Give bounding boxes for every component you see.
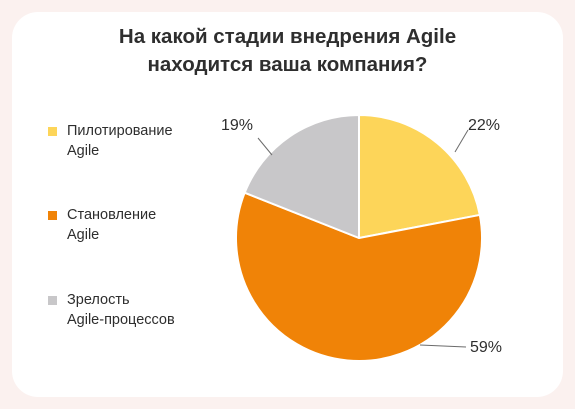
- data-label-maturity: 19%: [221, 117, 253, 134]
- leader-line-pilot: [454, 129, 469, 153]
- leader-line-formation: [419, 344, 467, 348]
- legend-label-maturity: Зрелость Agile-процессов: [67, 292, 175, 328]
- pie-slice-maturity: [243, 114, 360, 239]
- pie-slice-formation: [235, 191, 483, 362]
- pie-slice-pilot: [358, 114, 481, 239]
- legend-swatch-maturity: [48, 296, 57, 305]
- legend-item-pilot: Пилотирование Agile: [48, 121, 173, 161]
- legend-item-maturity: Зрелость Agile-процессов: [48, 290, 175, 330]
- data-label-formation: 59%: [470, 339, 502, 356]
- legend-label-formation: Становление Agile: [67, 207, 157, 243]
- legend-label-pilot: Пилотирование Agile: [67, 123, 173, 159]
- legend-swatch-formation: [48, 211, 57, 220]
- chart-title: На какой стадии внедрения Agile находитс…: [0, 23, 575, 79]
- legend-swatch-pilot: [48, 127, 57, 136]
- leader-line-maturity: [257, 137, 273, 156]
- chart-title-line-1: На какой стадии внедрения Agile: [118, 25, 457, 48]
- chart-title-line-2: находится ваша компания?: [147, 53, 428, 76]
- legend-item-formation: Становление Agile: [48, 205, 156, 245]
- data-label-pilot: 22%: [468, 117, 500, 134]
